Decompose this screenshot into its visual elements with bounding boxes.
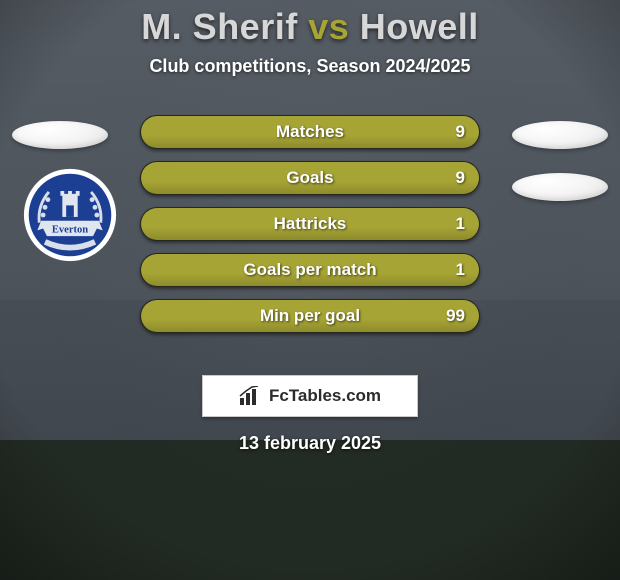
- stat-bar-row: Min per goal 99: [140, 299, 480, 333]
- player2-club-placeholder: [512, 173, 608, 201]
- page-title: M. Sherif vs Howell: [0, 0, 620, 48]
- comparison-graphic: Everton Matches9Goals9Hattricks1Goals pe…: [0, 115, 620, 365]
- player2-photo-placeholder: [512, 121, 608, 149]
- stat-bars: Matches 9 Goals 9 Hattricks 1 Goals per match 1…: [140, 115, 480, 345]
- title-vs: vs: [308, 6, 349, 47]
- brand-text: FcTables.com: [269, 386, 381, 406]
- player1-photo-placeholder: [12, 121, 108, 149]
- stat-bar-value: 1: [456, 260, 465, 280]
- title-player1: M. Sherif: [141, 6, 308, 47]
- crest-name: Everton: [52, 224, 88, 235]
- stat-bar-row: Goals 9: [140, 161, 480, 195]
- stat-bar-value: 9: [456, 168, 465, 188]
- date-label: 13 february 2025: [0, 433, 620, 454]
- stat-bar-label: Hattricks: [274, 214, 347, 234]
- brand-badge: FcTables.com: [202, 375, 418, 417]
- subtitle: Club competitions, Season 2024/2025: [0, 56, 620, 77]
- stat-bar-row: Hattricks 1: [140, 207, 480, 241]
- stat-bar-row: Matches 9: [140, 115, 480, 149]
- stat-bar-label: Goals per match: [243, 260, 376, 280]
- stat-bar-value: 99: [446, 306, 465, 326]
- club-crest-icon: Everton: [22, 167, 118, 263]
- stat-bar-label: Goals: [286, 168, 333, 188]
- stat-bar-label: Min per goal: [260, 306, 360, 326]
- stat-bar-value: 9: [456, 122, 465, 142]
- stat-bar-label: Matches: [276, 122, 344, 142]
- stat-bar-value: 1: [456, 214, 465, 234]
- title-player2: Howell: [349, 6, 479, 47]
- bar-chart-icon: [239, 386, 263, 406]
- stat-bar-row: Goals per match 1: [140, 253, 480, 287]
